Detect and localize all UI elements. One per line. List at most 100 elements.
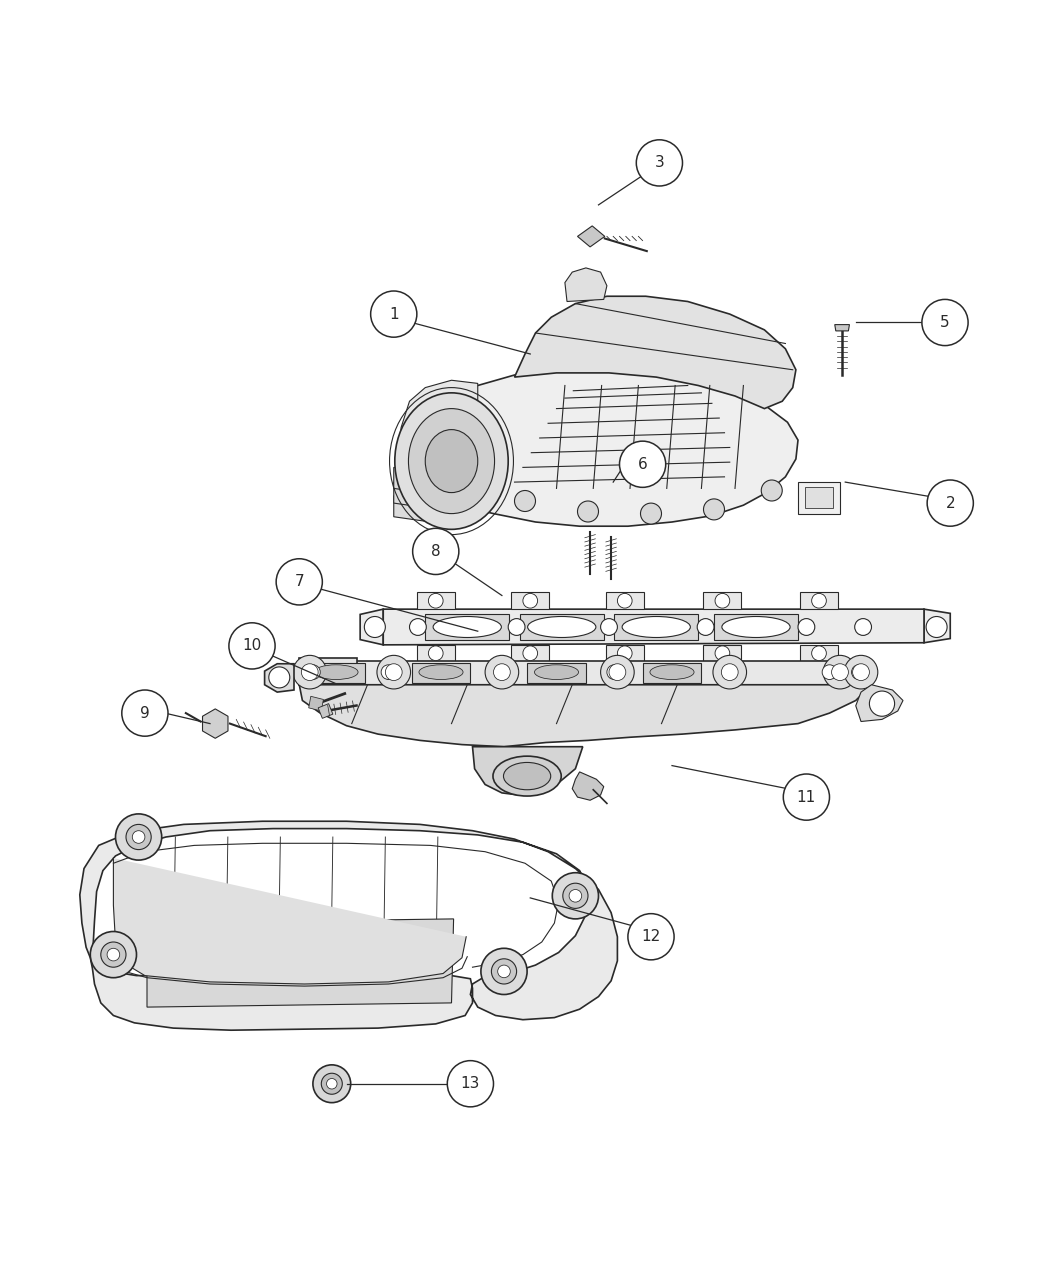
Polygon shape [412,663,470,682]
Polygon shape [383,609,924,645]
Ellipse shape [622,617,691,638]
Circle shape [783,774,830,820]
Circle shape [523,646,538,660]
Circle shape [722,664,737,680]
Circle shape [844,655,878,688]
Ellipse shape [722,617,790,638]
Ellipse shape [425,430,478,492]
Polygon shape [265,664,294,692]
Text: 6: 6 [637,456,648,472]
Polygon shape [318,704,333,718]
Circle shape [715,593,730,608]
Circle shape [377,655,411,688]
Text: 13: 13 [461,1076,480,1091]
Circle shape [927,479,973,527]
Ellipse shape [494,756,561,796]
Polygon shape [606,593,644,609]
Polygon shape [798,482,840,514]
Polygon shape [805,487,833,509]
Polygon shape [404,370,798,527]
Circle shape [569,890,582,903]
Circle shape [306,664,320,680]
Circle shape [321,1074,342,1094]
Circle shape [428,646,443,660]
Polygon shape [614,615,698,640]
Polygon shape [299,658,357,680]
Circle shape [609,664,626,681]
Circle shape [812,646,826,660]
Circle shape [855,618,872,635]
Circle shape [578,501,598,521]
Polygon shape [299,660,871,685]
Circle shape [640,504,662,524]
Polygon shape [527,663,586,682]
Circle shape [508,618,525,635]
Polygon shape [80,821,617,1030]
Circle shape [327,1079,337,1089]
Circle shape [721,664,738,681]
Circle shape [413,528,459,575]
Polygon shape [360,609,383,645]
Polygon shape [394,468,430,493]
Circle shape [229,622,275,669]
Circle shape [798,618,815,635]
Polygon shape [714,615,798,640]
Circle shape [926,617,947,638]
Text: 9: 9 [140,705,150,720]
Polygon shape [643,663,701,682]
Circle shape [116,813,162,861]
Text: 8: 8 [430,544,441,558]
Text: 7: 7 [294,574,304,589]
Circle shape [601,655,634,688]
Polygon shape [309,696,323,711]
Polygon shape [572,771,604,801]
Polygon shape [800,645,838,662]
Polygon shape [511,645,549,662]
Circle shape [552,872,598,919]
Ellipse shape [527,617,596,638]
Circle shape [523,593,538,608]
Polygon shape [417,593,455,609]
Circle shape [761,479,782,501]
Ellipse shape [395,393,508,529]
Circle shape [132,831,145,843]
Circle shape [563,884,588,908]
Circle shape [823,655,857,688]
Circle shape [628,914,674,960]
Circle shape [495,664,509,680]
Text: 11: 11 [797,789,816,805]
Ellipse shape [419,664,463,680]
Polygon shape [704,593,741,609]
Circle shape [126,825,151,849]
Circle shape [922,300,968,346]
Circle shape [822,664,837,680]
Circle shape [428,593,443,608]
Polygon shape [113,858,466,984]
Circle shape [812,593,826,608]
Circle shape [704,499,724,520]
Circle shape [269,667,290,689]
Circle shape [485,655,519,688]
Text: 5: 5 [940,315,950,330]
Polygon shape [514,296,796,408]
Circle shape [832,664,848,681]
Circle shape [713,655,747,688]
Circle shape [715,646,730,660]
Polygon shape [425,615,509,640]
Text: 12: 12 [642,929,660,945]
Polygon shape [800,593,838,609]
Text: 1: 1 [388,306,399,321]
Polygon shape [924,609,950,643]
Text: 2: 2 [945,496,956,510]
Polygon shape [299,685,871,747]
Circle shape [381,664,396,680]
Polygon shape [472,747,583,796]
Circle shape [447,1061,494,1107]
Ellipse shape [534,664,579,680]
Polygon shape [606,645,644,662]
Polygon shape [704,645,741,662]
Circle shape [852,664,866,680]
Polygon shape [511,593,549,609]
Polygon shape [565,268,607,301]
Ellipse shape [433,617,502,638]
